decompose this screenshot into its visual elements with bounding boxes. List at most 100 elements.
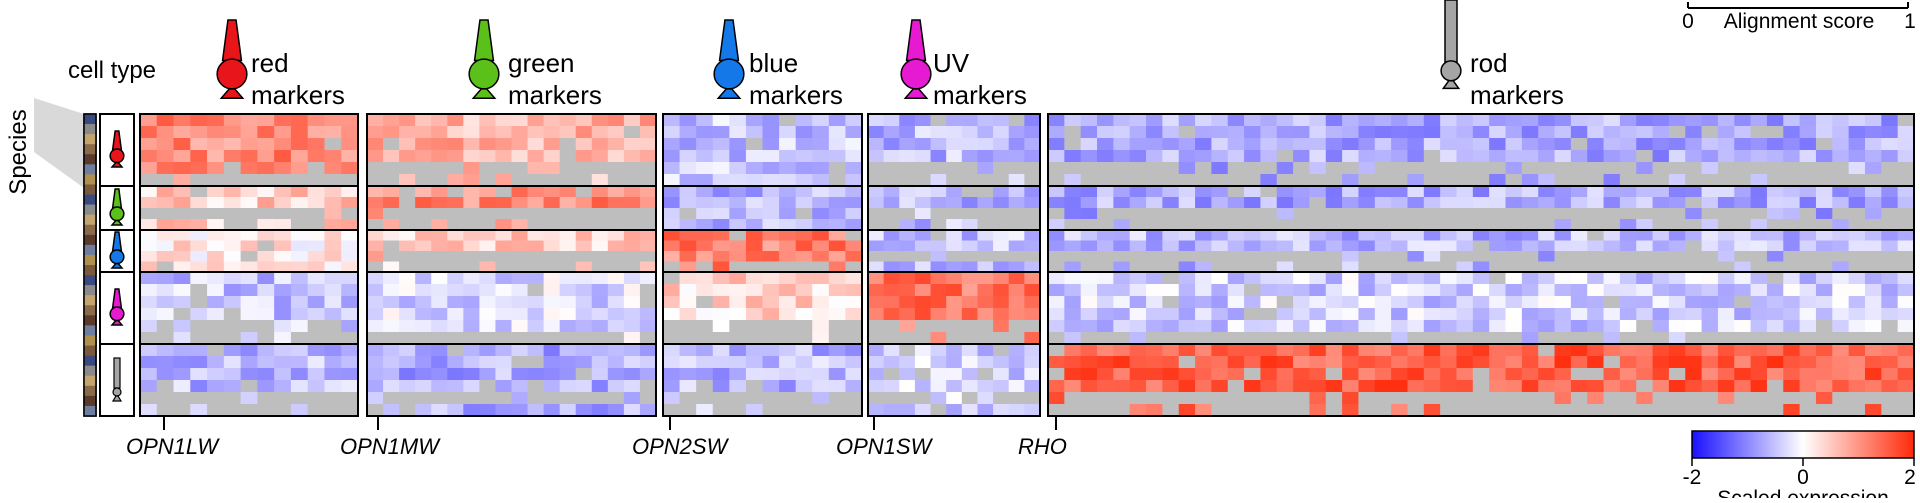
heatmap-cell — [1734, 284, 1751, 297]
scaled-expression-colorbar: -2 0 2 Scaled expression — [1683, 430, 1916, 503]
heatmap-cell — [591, 308, 609, 321]
heatmap-cell — [1391, 138, 1408, 151]
heatmap-cell — [207, 404, 225, 417]
heatmap-cell — [511, 219, 528, 231]
heatmap-cell — [1211, 162, 1229, 175]
heatmap-cell — [623, 186, 641, 198]
heatmap-cell — [1489, 368, 1506, 381]
heatmap-cell — [1276, 162, 1294, 175]
heatmap-cell — [190, 356, 208, 369]
heatmap-cell — [399, 219, 416, 231]
heatmap-cell — [1024, 392, 1041, 405]
heatmap-cell — [495, 208, 512, 220]
heatmap-cell — [1554, 138, 1572, 151]
heatmap-cell — [1701, 138, 1719, 151]
heatmap-cell — [1342, 126, 1359, 139]
heatmap-cell — [1603, 272, 1621, 285]
heatmap-cell — [511, 356, 528, 369]
heatmap-cell — [207, 344, 225, 357]
heatmap-cell — [1048, 332, 1065, 345]
heatmap-cell — [1325, 380, 1343, 393]
heatmap-cell — [1701, 308, 1719, 321]
heatmap-cell — [1668, 392, 1686, 405]
heatmap-cell — [257, 240, 275, 252]
heatmap-cell — [1440, 332, 1457, 345]
heatmap-cell — [1734, 404, 1751, 417]
heatmap-cell — [812, 404, 830, 417]
heatmap-cell — [575, 197, 593, 209]
heatmap-cell — [679, 392, 697, 405]
heatmap-cell — [190, 162, 208, 175]
heatmap-cell — [156, 296, 174, 309]
heatmap-cell — [1685, 219, 1702, 231]
heatmap-cell — [173, 392, 191, 405]
heatmap-cell — [1472, 162, 1490, 175]
green-markers-title: green — [508, 48, 575, 78]
heatmap-cell — [1636, 230, 1653, 241]
heatmap-cell — [977, 296, 994, 309]
heatmap-cell — [1652, 208, 1670, 220]
heatmap-cell — [190, 230, 208, 241]
heatmap-cell — [1129, 219, 1147, 231]
heatmap-cell — [1342, 320, 1359, 333]
heatmap-cell — [307, 344, 325, 357]
heatmap-cell — [559, 150, 577, 163]
heatmap-cell — [1423, 114, 1441, 127]
heatmap-cell — [274, 356, 292, 369]
heatmap-cell — [1440, 197, 1457, 209]
heatmap-cell — [447, 219, 464, 231]
heatmap-cell — [1080, 219, 1098, 231]
heatmap-cell — [1407, 114, 1425, 127]
heatmap-cell — [575, 240, 593, 252]
heatmap-cell — [1766, 404, 1784, 417]
heatmap-cell — [1799, 261, 1817, 273]
heatmap-cell — [1750, 174, 1768, 187]
heatmap-cell — [977, 219, 994, 231]
species-segment — [84, 234, 96, 246]
heatmap-cell — [1024, 114, 1041, 127]
heatmap-cell — [679, 114, 697, 127]
heatmap-cell — [729, 138, 747, 151]
heatmap-cell — [1750, 126, 1768, 139]
heatmap-cell — [1799, 332, 1817, 345]
heatmap-cell — [1129, 296, 1147, 309]
heatmap-cell — [290, 344, 309, 357]
heatmap-cell — [527, 162, 545, 175]
heatmap-cell — [1750, 392, 1768, 405]
red-celltype-icon — [109, 130, 125, 168]
heatmap-cell — [899, 261, 916, 273]
heatmap-cell — [1276, 404, 1294, 417]
heatmap-cell — [812, 272, 830, 285]
heatmap-cell — [1783, 208, 1801, 220]
heatmap-cell — [1554, 197, 1572, 209]
heatmap-cell — [1358, 174, 1376, 187]
blue-markers-title: blue — [749, 48, 798, 78]
heatmap-cell — [1358, 380, 1376, 393]
heatmap-cell — [1783, 272, 1801, 285]
heatmap-cell — [307, 272, 325, 285]
heatmap-cell — [447, 261, 464, 273]
heatmap-cell — [1489, 332, 1506, 345]
heatmap-cell — [779, 230, 797, 241]
heatmap-cell — [463, 308, 480, 321]
heatmap-cell — [190, 240, 208, 252]
heatmap-cell — [1701, 284, 1719, 297]
heatmap-cell — [1636, 272, 1653, 285]
heatmap-cell — [883, 344, 900, 357]
heatmap-cell — [1652, 219, 1670, 231]
heatmap-cell — [591, 296, 609, 309]
heatmap-cell — [559, 197, 577, 209]
heatmap-cell — [745, 344, 763, 357]
heatmap-cell — [543, 368, 561, 381]
heatmap-cell — [1080, 240, 1098, 252]
heatmap-cell — [1815, 138, 1833, 151]
heatmap-cell — [240, 114, 258, 127]
heatmap-cell — [1325, 150, 1343, 163]
heatmap-cell — [1374, 138, 1392, 151]
heatmap-cell — [1244, 208, 1261, 220]
heatmap-cell — [307, 320, 325, 333]
heatmap-cell — [1227, 404, 1245, 417]
heatmap-cell — [479, 404, 496, 417]
heatmap-cell — [993, 392, 1010, 405]
heatmap-cell — [1008, 114, 1025, 127]
